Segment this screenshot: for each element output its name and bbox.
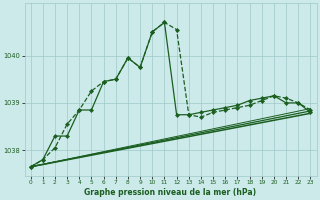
X-axis label: Graphe pression niveau de la mer (hPa): Graphe pression niveau de la mer (hPa) xyxy=(84,188,257,197)
